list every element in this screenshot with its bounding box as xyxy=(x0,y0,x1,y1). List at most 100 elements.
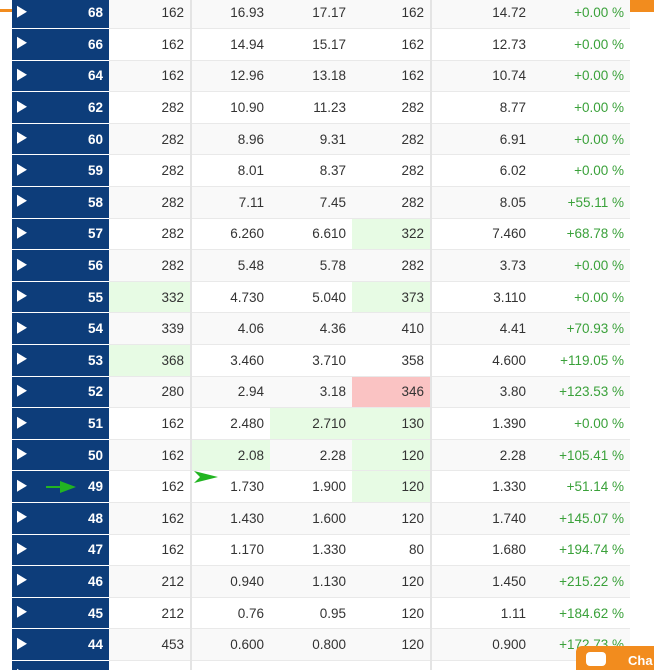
value-cell: 346 xyxy=(352,376,432,409)
value-cell xyxy=(191,660,270,670)
expand-triangle-icon[interactable] xyxy=(17,321,27,334)
value-cell: 120 xyxy=(352,439,432,472)
value-cell: 282 xyxy=(352,154,432,188)
expand-triangle-icon[interactable] xyxy=(17,416,27,429)
row-expand-label[interactable]: 52 xyxy=(12,376,109,409)
value-cell: 162 xyxy=(109,439,192,472)
row-expand-label[interactable]: 57 xyxy=(12,218,109,251)
row-expand-label[interactable]: 50 xyxy=(12,439,109,472)
value-cell: 3.18 xyxy=(270,376,352,409)
table-row[interactable]: 45 212 0.76 0.95 120 1.11 +184.62 % xyxy=(12,597,630,630)
expand-triangle-icon[interactable] xyxy=(17,195,27,208)
value-cell: 453 xyxy=(109,628,192,661)
table-row[interactable]: 68 162 16.93 17.17 162 14.72 +0.00 % xyxy=(12,0,630,30)
expand-triangle-icon[interactable] xyxy=(17,163,27,176)
row-id-text: 60 xyxy=(87,131,103,147)
table-row[interactable] xyxy=(12,660,630,670)
change-percent-cell: +68.78 % xyxy=(532,218,630,251)
row-expand-label[interactable]: 60 xyxy=(12,123,109,156)
expand-triangle-icon[interactable] xyxy=(17,605,27,618)
value-cell: 8.37 xyxy=(270,154,352,188)
value-cell: 2.710 xyxy=(270,407,352,440)
row-id-text: 58 xyxy=(87,194,103,210)
value-cell: 5.48 xyxy=(191,249,270,282)
row-id-text: 56 xyxy=(87,258,103,274)
value-cell: 7.45 xyxy=(270,186,352,219)
table-row[interactable]: 59 282 8.01 8.37 282 6.02 +0.00 % xyxy=(12,154,630,188)
expand-triangle-icon[interactable] xyxy=(17,226,27,239)
row-expand-label[interactable]: 48 xyxy=(12,502,109,535)
expand-triangle-icon[interactable] xyxy=(17,289,27,302)
expand-triangle-icon[interactable] xyxy=(17,258,27,271)
expand-triangle-icon[interactable] xyxy=(17,637,27,650)
row-expand-label[interactable]: 66 xyxy=(12,28,109,61)
table-row[interactable]: 49 162 1.730 1.900 120 1.330 +51.14 % xyxy=(12,470,630,503)
row-expand-label[interactable]: 51 xyxy=(12,407,109,440)
row-expand-label[interactable]: 64 xyxy=(12,60,109,93)
value-cell: 212 xyxy=(109,597,192,630)
table-row[interactable]: 52 280 2.94 3.18 346 3.80 +123.53 % xyxy=(12,376,630,409)
expand-triangle-icon[interactable] xyxy=(17,131,27,144)
value-cell: 9.31 xyxy=(270,123,352,156)
table-row[interactable]: 46 212 0.940 1.130 120 1.450 +215.22 % xyxy=(12,565,630,598)
table-row[interactable]: 57 282 6.260 6.610 322 7.460 +68.78 % xyxy=(12,218,630,251)
table-row[interactable]: 56 282 5.48 5.78 282 3.73 +0.00 % xyxy=(12,249,630,282)
table-row[interactable]: 48 162 1.430 1.600 120 1.740 +145.07 % xyxy=(12,502,630,535)
value-cell: 339 xyxy=(109,312,192,346)
table-row[interactable]: 58 282 7.11 7.45 282 8.05 +55.11 % xyxy=(12,186,630,219)
table-row[interactable]: 44 453 0.600 0.800 120 0.900 +172.73 % xyxy=(12,628,630,661)
row-id-text: 68 xyxy=(87,5,103,21)
expand-triangle-icon[interactable] xyxy=(17,479,27,492)
expand-triangle-icon[interactable] xyxy=(17,37,27,50)
table-body: 68 162 16.93 17.17 162 14.72 +0.00 % 66 162 14.94… xyxy=(12,0,630,670)
value-cell: 8.77 xyxy=(431,91,532,124)
row-expand-label[interactable]: 46 xyxy=(12,565,109,598)
row-expand-label[interactable]: 49 xyxy=(12,470,109,503)
row-id-text: 45 xyxy=(87,605,103,621)
row-expand-label[interactable]: 44 xyxy=(12,628,109,661)
expand-triangle-icon[interactable] xyxy=(17,353,27,366)
change-percent-cell: +105.41 % xyxy=(532,439,630,472)
expand-triangle-icon[interactable] xyxy=(17,542,27,555)
row-expand-label[interactable]: 47 xyxy=(12,534,109,567)
value-cell: 5.78 xyxy=(270,249,352,282)
table-row[interactable]: 50 162 2.08 2.28 120 2.28 +105.41 % xyxy=(12,439,630,472)
chat-button[interactable]: Cha xyxy=(576,646,654,670)
row-expand-label[interactable]: 56 xyxy=(12,249,109,282)
table-row[interactable]: 53 368 3.460 3.710 358 4.600 +119.05 % xyxy=(12,344,630,377)
value-cell: 1.600 xyxy=(270,502,352,535)
table-row[interactable]: 51 162 2.480 2.710 130 1.390 +0.00 % xyxy=(12,407,630,440)
expand-triangle-icon[interactable] xyxy=(17,100,27,113)
table-row[interactable]: 47 162 1.170 1.330 80 1.680 +194.74 % xyxy=(12,534,630,567)
row-expand-label[interactable] xyxy=(12,660,109,670)
row-expand-label[interactable]: 62 xyxy=(12,91,109,124)
value-cell: 1.390 xyxy=(431,407,532,440)
expand-triangle-icon[interactable] xyxy=(17,5,27,18)
table-row[interactable]: 66 162 14.94 15.17 162 12.73 +0.00 % xyxy=(12,28,630,61)
table-row[interactable]: 55 332 4.730 5.040 373 3.110 +0.00 % xyxy=(12,281,630,314)
expand-triangle-icon[interactable] xyxy=(17,68,27,81)
row-expand-label[interactable]: 58 xyxy=(12,186,109,219)
table-row[interactable]: 62 282 10.90 11.23 282 8.77 +0.00 % xyxy=(12,91,630,124)
value-cell: 282 xyxy=(109,186,192,219)
row-expand-label[interactable]: 55 xyxy=(12,281,109,314)
change-percent-cell: +70.93 % xyxy=(532,312,630,346)
row-expand-label[interactable]: 45 xyxy=(12,597,109,630)
row-expand-label[interactable]: 59 xyxy=(12,154,109,188)
expand-triangle-icon[interactable] xyxy=(17,384,27,397)
expand-triangle-icon[interactable] xyxy=(17,574,27,587)
row-expand-label[interactable]: 68 xyxy=(12,0,109,30)
table-row[interactable]: 54 339 4.06 4.36 410 4.41 +70.93 % xyxy=(12,312,630,346)
expand-triangle-icon[interactable] xyxy=(17,511,27,524)
chat-button-label: Cha xyxy=(628,653,653,668)
row-expand-label[interactable]: 53 xyxy=(12,344,109,377)
value-cell: 1.740 xyxy=(431,502,532,535)
value-cell: 282 xyxy=(352,123,432,156)
row-expand-label[interactable]: 54 xyxy=(12,312,109,346)
change-percent-cell: +0.00 % xyxy=(532,281,630,314)
table-row[interactable]: 64 162 12.96 13.18 162 10.74 +0.00 % xyxy=(12,60,630,93)
expand-triangle-icon[interactable] xyxy=(17,447,27,460)
table-row[interactable]: 60 282 8.96 9.31 282 6.91 +0.00 % xyxy=(12,123,630,156)
change-percent-cell: +0.00 % xyxy=(532,60,630,93)
row-id-text: 66 xyxy=(87,36,103,52)
